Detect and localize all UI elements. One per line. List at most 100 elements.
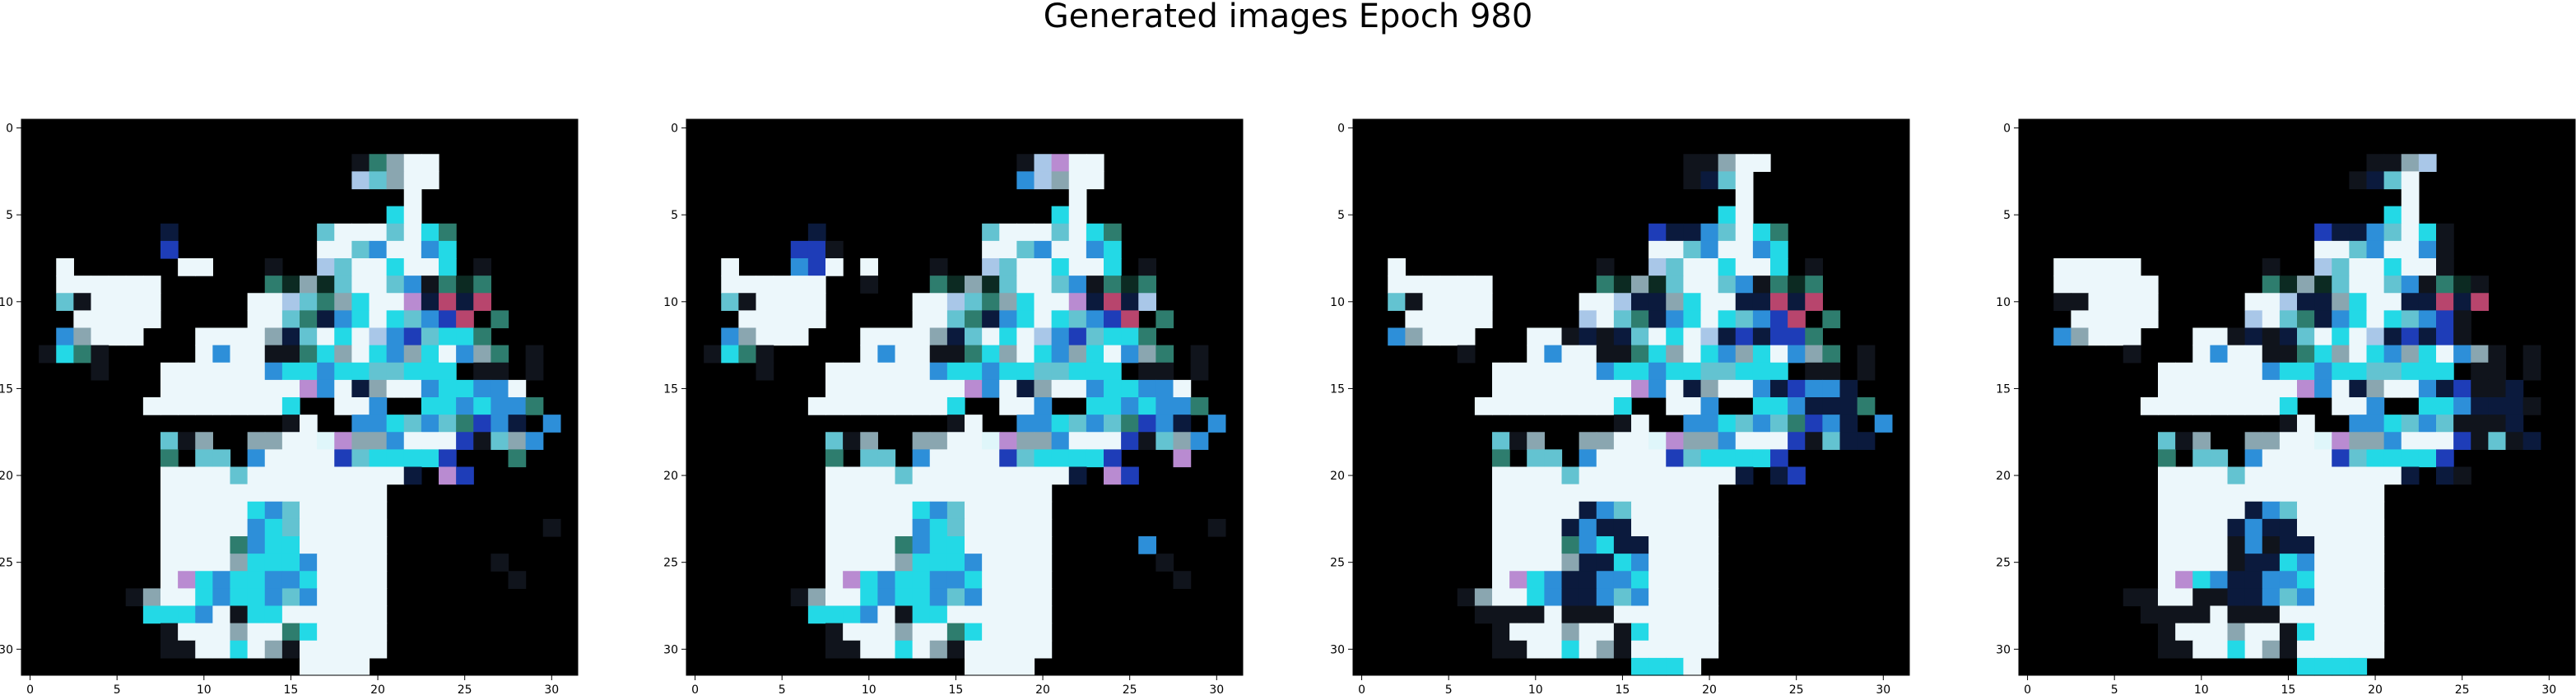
- pixel-cell: [2505, 415, 2524, 433]
- pixel-cell: [317, 258, 335, 276]
- pixel-cell: [982, 223, 1000, 242]
- pixel-cell: [1700, 293, 1719, 311]
- pixel-cell: [2262, 571, 2281, 589]
- pixel-cell: [142, 397, 161, 415]
- pixel-cell: [2401, 258, 2420, 276]
- pixel-cell: [2436, 397, 2454, 415]
- pixel-cell: [2314, 240, 2332, 259]
- pixel-cell: [369, 362, 388, 381]
- pixel-cell: [1666, 571, 1684, 589]
- pixel-cell: [2332, 449, 2350, 468]
- pixel-cell: [2053, 276, 2071, 294]
- pixel-cell: [1666, 449, 1684, 468]
- pixel-cell: [300, 449, 318, 468]
- pixel-cell: [1596, 293, 1615, 311]
- pixel-cell: [2349, 518, 2368, 537]
- pixel-cell: [1770, 276, 1788, 294]
- pixel-cell: [2244, 379, 2263, 398]
- pixel-cell: [1770, 415, 1788, 433]
- pixel-cell: [2523, 345, 2541, 364]
- pixel-cell: [264, 345, 283, 364]
- pixel-cell: [108, 293, 127, 311]
- pixel-cell: [1700, 518, 1719, 537]
- pixel-cell: [1034, 276, 1053, 294]
- pixel-cell: [1613, 605, 1632, 624]
- pixel-cell: [2210, 449, 2229, 468]
- pixel-cell: [1700, 449, 1719, 468]
- pixel-cell: [2332, 501, 2350, 520]
- pixel-cell: [912, 571, 931, 589]
- pixel-cell: [2158, 623, 2176, 642]
- pixel-cell: [264, 536, 283, 554]
- pixel-cell: [982, 623, 1000, 642]
- pixel-cell: [1579, 327, 1597, 346]
- pixel-cell: [2227, 362, 2246, 381]
- pixel-cell: [369, 432, 388, 450]
- pixel-cell: [1527, 484, 1545, 503]
- pixel-cell: [1752, 258, 1771, 276]
- pixel-cell: [1752, 432, 1771, 450]
- pixel-cell: [369, 501, 388, 520]
- pixel-cell: [2053, 293, 2071, 311]
- pixel-cell: [877, 345, 896, 364]
- pixel-cell: [1839, 415, 1858, 433]
- pixel-cell: [999, 588, 1017, 607]
- pixel-cell: [1735, 345, 1754, 364]
- pixel-cell: [1648, 345, 1667, 364]
- pixel-cell: [1016, 501, 1035, 520]
- pixel-cell: [721, 327, 739, 346]
- pixel-cell: [247, 640, 266, 659]
- pixel-cell: [351, 432, 370, 450]
- pixel-cell: [456, 345, 474, 364]
- pixel-cell: [1121, 397, 1139, 415]
- pixel-cell: [946, 379, 965, 398]
- pixel-cell: [369, 379, 388, 398]
- pixel-cell: [2192, 518, 2211, 537]
- pixel-cell: [2140, 397, 2159, 415]
- pixel-cell: [91, 293, 109, 311]
- pixel-cell: [281, 466, 300, 485]
- pixel-cell: [2123, 293, 2141, 311]
- pixel-cell: [2523, 362, 2541, 381]
- pixel-cell: [965, 623, 983, 642]
- pixel-cell: [1492, 588, 1510, 607]
- pixel-cell: [1805, 415, 1823, 433]
- pixel-cell: [843, 379, 861, 398]
- pixel-cell: [125, 327, 144, 346]
- pixel-cell: [1034, 554, 1053, 572]
- pixel-cell: [281, 571, 300, 589]
- pixel-cell: [1735, 362, 1754, 381]
- pixel-cell: [843, 588, 861, 607]
- pixel-cell: [2383, 171, 2402, 190]
- pixel-cell: [1666, 362, 1684, 381]
- pixel-cell: [2401, 206, 2420, 225]
- pixel-cell: [2227, 588, 2246, 607]
- pixel-cell: [247, 327, 266, 346]
- pixel-cell: [2123, 310, 2141, 329]
- pixel-cell: [1613, 432, 1632, 450]
- pixel-cell: [1104, 415, 1122, 433]
- pixel-cell: [160, 449, 179, 468]
- pixel-cell: [1805, 362, 1823, 381]
- pixel-cell: [1016, 623, 1035, 642]
- pixel-cell: [525, 345, 544, 364]
- x-tick-label: 15: [2281, 683, 2296, 695]
- pixel-cell: [334, 310, 352, 329]
- pixel-cell: [999, 640, 1017, 659]
- pixel-cell: [946, 362, 965, 381]
- pixel-cell: [2192, 345, 2211, 364]
- pixel-cell: [195, 518, 213, 537]
- pixel-cell: [2262, 258, 2281, 276]
- pixel-cell: [264, 379, 283, 398]
- pixel-cell: [2349, 397, 2368, 415]
- pixel-cell: [317, 223, 335, 242]
- pixel-cell: [807, 293, 826, 311]
- pixel-cell: [2314, 501, 2332, 520]
- pixel-cell: [1735, 310, 1754, 329]
- pixel-cell: [1718, 171, 1737, 190]
- pixel-cell: [1613, 449, 1632, 468]
- pixel-cell: [1631, 536, 1649, 554]
- pixel-cell: [825, 554, 844, 572]
- pixel-cell: [403, 188, 422, 207]
- pixel-cell: [2349, 345, 2368, 364]
